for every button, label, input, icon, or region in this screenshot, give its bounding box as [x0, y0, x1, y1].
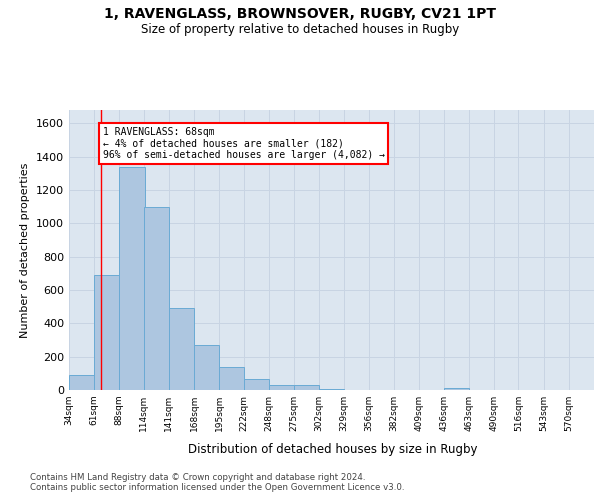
Y-axis label: Number of detached properties: Number of detached properties: [20, 162, 31, 338]
Bar: [219, 366, 244, 390]
Bar: [119, 166, 145, 390]
Text: 1 RAVENGLASS: 68sqm
← 4% of detached houses are smaller (182)
96% of semi-detach: 1 RAVENGLASS: 68sqm ← 4% of detached hou…: [103, 126, 385, 160]
Text: Size of property relative to detached houses in Rugby: Size of property relative to detached ho…: [141, 24, 459, 36]
Bar: [194, 345, 219, 390]
Bar: [169, 308, 194, 390]
Text: 1, RAVENGLASS, BROWNSOVER, RUGBY, CV21 1PT: 1, RAVENGLASS, BROWNSOVER, RUGBY, CV21 1…: [104, 8, 496, 22]
Bar: [69, 375, 94, 390]
Bar: [94, 275, 119, 390]
Text: Contains HM Land Registry data © Crown copyright and database right 2024.
Contai: Contains HM Land Registry data © Crown c…: [30, 472, 404, 492]
Bar: [294, 385, 319, 390]
Bar: [319, 389, 344, 390]
Bar: [244, 379, 269, 390]
Bar: [444, 388, 469, 390]
Text: Distribution of detached houses by size in Rugby: Distribution of detached houses by size …: [188, 442, 478, 456]
Bar: [143, 206, 169, 390]
Bar: [269, 385, 294, 390]
